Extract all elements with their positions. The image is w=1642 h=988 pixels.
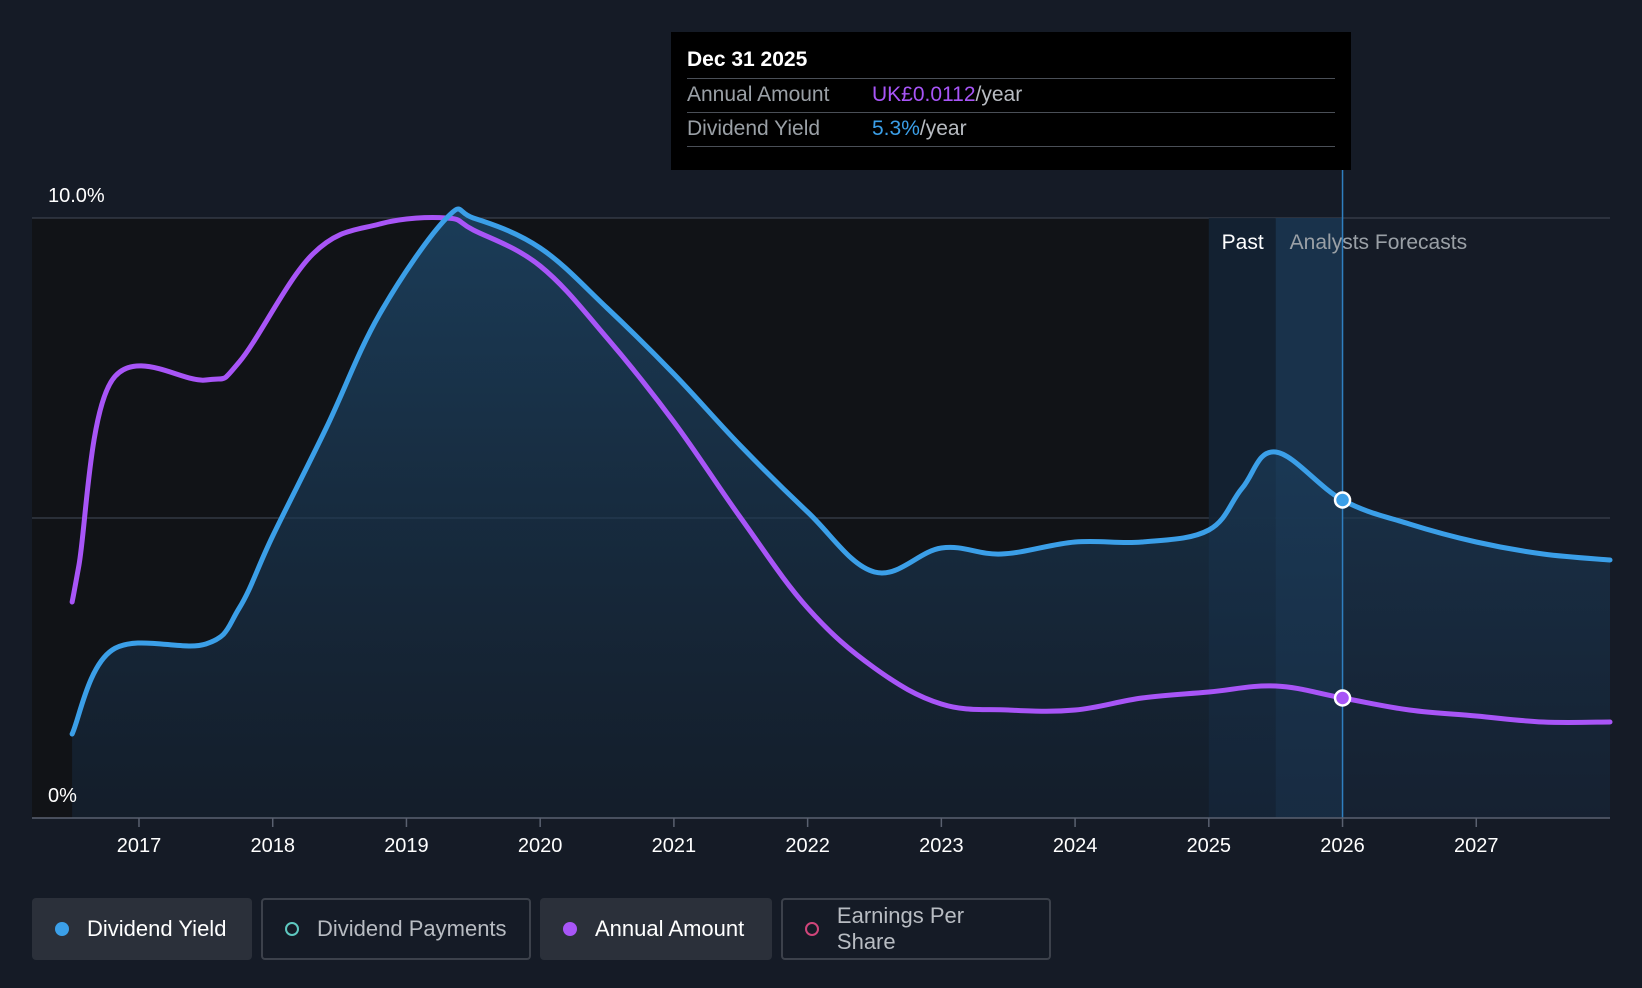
highlight-markers: [1333, 491, 1352, 707]
legend-annual-amount[interactable]: Annual Amount: [540, 898, 772, 960]
dividend-yield-area: [72, 208, 1610, 819]
legend-label: Dividend Payments: [317, 916, 507, 941]
tooltip-label: Dividend Yield: [687, 117, 821, 140]
legend-ring-icon: [285, 922, 299, 936]
chart-tooltip: Dec 31 2025 Annual Amount UK£0.0112 /yea…: [671, 32, 1351, 170]
tooltip-row-annual-amount: Annual Amount UK£0.0112 /year: [687, 78, 1335, 112]
dividend-chart: 2017 2018 2019 2020 2021 2022 2023 2024 2025 2026…: [32, 170, 1613, 857]
x-tick-label: 2018: [250, 835, 295, 857]
chart-legend: Dividend Yield Dividend Payments Annual …: [32, 898, 1051, 960]
tooltip-value: 5.3%: [872, 117, 920, 140]
tooltip-row-dividend-yield: Dividend Yield 5.3% /year: [687, 112, 1335, 147]
x-tick-label: 2026: [1320, 835, 1365, 857]
x-tick-label: 2024: [1053, 835, 1098, 857]
legend-label: Dividend Yield: [87, 916, 227, 941]
dividend-yield-line: [69, 206, 1613, 737]
legend-ring-icon: [805, 922, 819, 936]
tooltip-unit: /year: [975, 83, 1023, 106]
past-label: Past: [1222, 231, 1264, 254]
legend-label: Earnings Per Share: [836, 903, 965, 954]
tooltip-value: UK£0.0112: [872, 83, 976, 106]
annual-amount-marker: [1333, 689, 1352, 707]
x-tick-label: 2021: [652, 835, 697, 857]
x-tick-label: 2020: [518, 835, 563, 857]
x-tick-label: 2027: [1454, 835, 1499, 857]
x-tick-label: 2019: [384, 835, 429, 857]
legend-dot-icon: [563, 922, 577, 936]
y-tick-label-bottom: 0%: [48, 785, 77, 807]
x-tick-label: 2017: [117, 835, 162, 857]
tooltip-unit: /year: [919, 117, 967, 140]
y-tick-label-top: 10.0%: [48, 185, 105, 207]
x-tick-label: 2025: [1187, 835, 1232, 857]
legend-dividend-yield[interactable]: Dividend Yield: [32, 898, 252, 960]
legend-earnings-per-share[interactable]: Earnings Per Share: [781, 898, 1051, 960]
tooltip-label: Annual Amount: [687, 83, 830, 106]
x-axis-ticks: 2017 2018 2019 2020 2021 2022 2023 2024 2025 2026…: [117, 818, 1499, 857]
annual-amount-line: [69, 215, 1613, 725]
legend-label: Annual Amount: [595, 916, 745, 941]
dividend-yield-marker: [1333, 491, 1352, 509]
x-tick-label: 2023: [919, 835, 964, 857]
tooltip-date: Dec 31 2025: [687, 48, 808, 71]
legend-dot-icon: [55, 922, 69, 936]
forecast-label: Analysts Forecasts: [1290, 231, 1467, 254]
x-tick-label: 2022: [785, 835, 830, 857]
legend-dividend-payments[interactable]: Dividend Payments: [261, 898, 531, 960]
